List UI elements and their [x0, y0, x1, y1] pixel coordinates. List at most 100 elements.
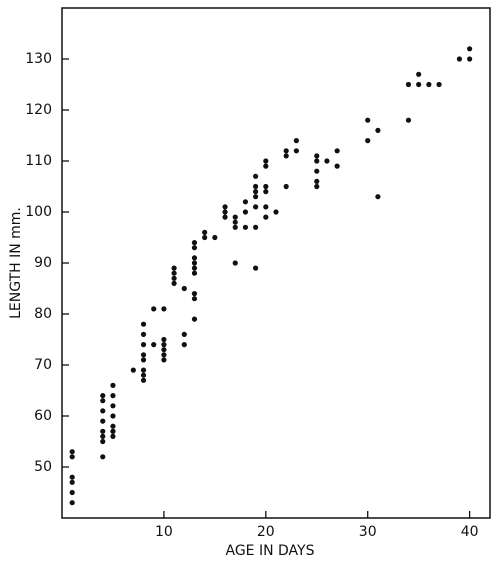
x-axis-label: AGE IN DAYS: [226, 543, 315, 559]
point: [405, 81, 412, 88]
point: [283, 153, 289, 159]
point: [436, 81, 442, 88]
point: [273, 209, 279, 215]
y-tick-label: 50: [34, 459, 52, 475]
point: [253, 265, 259, 271]
point: [69, 479, 75, 485]
point: [171, 265, 177, 271]
point: [314, 183, 320, 190]
point: [69, 500, 75, 506]
point: [181, 331, 187, 337]
point: [253, 189, 259, 195]
point: [467, 46, 473, 52]
y-tick-label: 130: [25, 51, 52, 67]
point: [263, 214, 269, 220]
y-tick-label: 90: [34, 255, 52, 271]
point: [171, 280, 177, 286]
point: [263, 189, 269, 195]
y-tick-label: 60: [34, 408, 52, 424]
point: [110, 423, 116, 429]
point: [375, 127, 381, 133]
point: [212, 234, 218, 241]
point: [365, 138, 371, 144]
point: [140, 357, 147, 363]
point: [293, 138, 299, 144]
point: [110, 413, 116, 419]
point: [242, 209, 249, 215]
point: [222, 204, 228, 210]
point: [171, 275, 177, 281]
point: [314, 153, 320, 159]
y-tick-label: 100: [25, 204, 52, 220]
point: [161, 357, 167, 363]
point: [100, 398, 106, 404]
point: [140, 377, 147, 383]
point: [161, 342, 167, 348]
point: [161, 352, 167, 358]
point: [100, 393, 106, 399]
point: [232, 224, 238, 230]
x-tick-label: 20: [257, 524, 275, 540]
point: [181, 342, 187, 348]
point: [100, 418, 106, 424]
point: [253, 224, 259, 230]
x-tick-label: 40: [461, 524, 479, 540]
point: [110, 403, 116, 409]
point: [191, 270, 198, 276]
point: [191, 240, 198, 246]
point: [283, 183, 289, 190]
point: [191, 255, 198, 261]
point: [140, 321, 147, 327]
point: [253, 204, 259, 210]
point: [110, 433, 116, 439]
point: [100, 438, 106, 445]
point: [130, 367, 136, 373]
point: [456, 56, 463, 62]
point: [140, 331, 147, 337]
x-tick-label: 10: [155, 524, 173, 540]
point: [191, 260, 198, 266]
point: [140, 342, 147, 348]
point: [222, 214, 228, 220]
point: [140, 352, 147, 358]
point: [334, 163, 340, 169]
point: [242, 224, 249, 230]
point: [191, 291, 198, 297]
x-tick-label: 30: [359, 524, 377, 540]
point: [232, 260, 238, 266]
point: [253, 183, 259, 190]
point: [242, 199, 249, 205]
point: [263, 163, 269, 169]
point: [110, 428, 116, 434]
point: [171, 270, 177, 276]
y-tick-label: 120: [25, 102, 52, 118]
point: [161, 347, 167, 353]
point: [283, 148, 289, 154]
point: [232, 214, 238, 220]
point: [110, 382, 116, 388]
point: [253, 194, 259, 200]
point: [191, 265, 198, 271]
y-tick-label: 80: [34, 306, 52, 322]
point: [365, 117, 371, 123]
y-tick-label: 110: [25, 153, 52, 169]
plot-frame: [61, 7, 491, 519]
point: [151, 342, 157, 348]
point: [263, 183, 269, 190]
point: [375, 194, 381, 200]
point: [293, 148, 299, 154]
point: [405, 117, 412, 123]
point: [100, 408, 106, 414]
point: [253, 173, 259, 179]
y-tick-label: 70: [34, 357, 52, 373]
point: [416, 71, 422, 77]
point: [202, 234, 208, 241]
point: [151, 306, 157, 312]
point: [100, 454, 106, 460]
point: [69, 489, 75, 496]
point: [426, 81, 432, 88]
point: [334, 148, 340, 154]
point: [263, 204, 269, 210]
